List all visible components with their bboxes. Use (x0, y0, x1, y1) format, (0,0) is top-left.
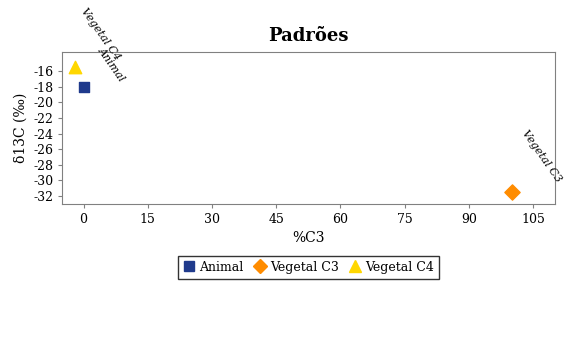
Vegetal C4 (70, 64, 79, 70)
Y-axis label: δ13C (‰): δ13C (‰) (13, 93, 27, 163)
Vegetal C3 (507, 189, 516, 195)
Legend: Animal, Vegetal C3, Vegetal C4: Animal, Vegetal C3, Vegetal C4 (178, 256, 438, 279)
Title: Padrões: Padrões (268, 27, 349, 45)
Animal (79, 84, 88, 90)
Text: Animal: Animal (96, 45, 127, 83)
Text: Vegetal C4: Vegetal C4 (79, 6, 122, 62)
X-axis label: %C3: %C3 (292, 232, 325, 246)
Text: Vegetal C3: Vegetal C3 (520, 129, 564, 184)
